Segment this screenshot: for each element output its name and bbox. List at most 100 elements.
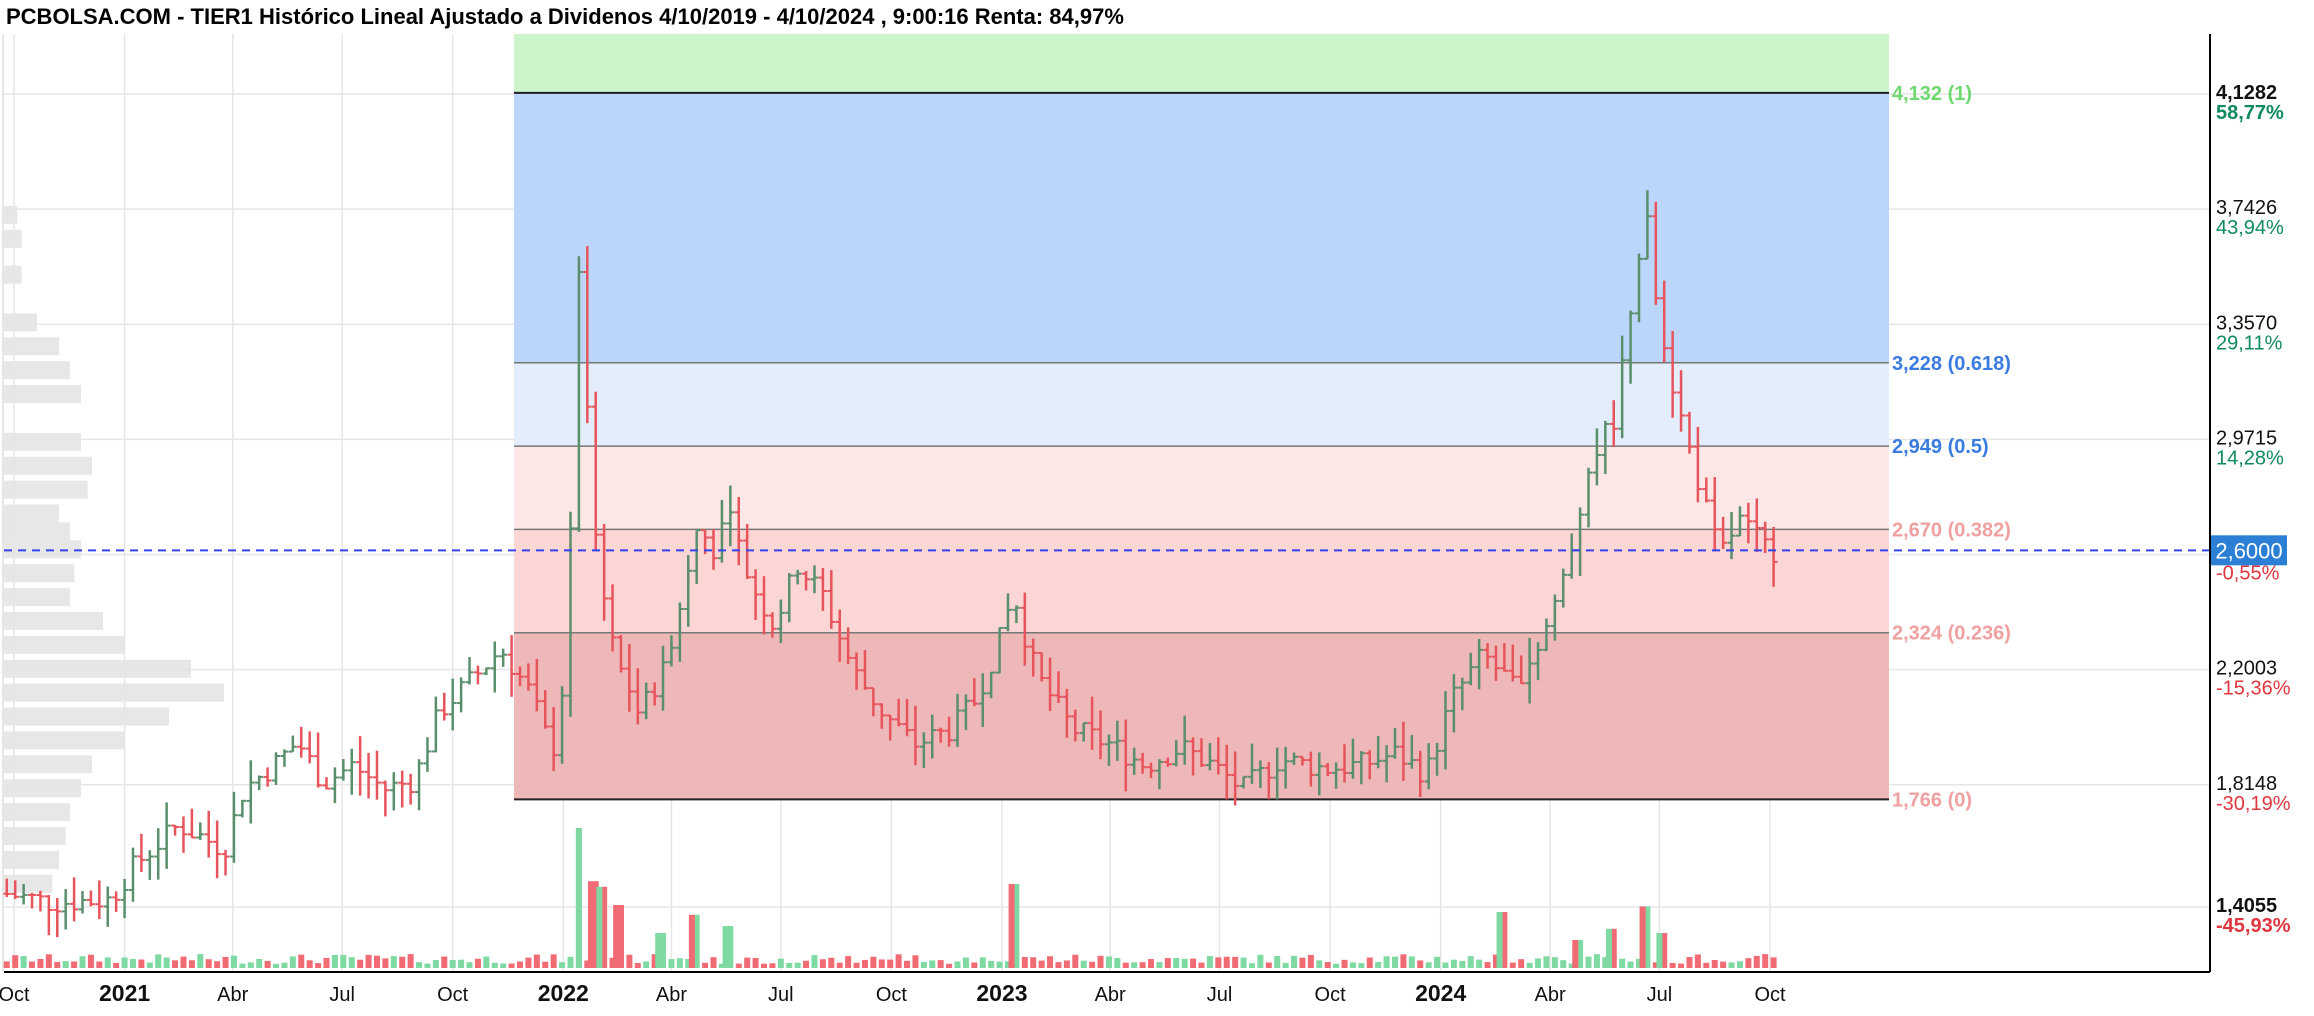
ohlc-bar: [759, 576, 768, 635]
volume-bar: [1097, 955, 1104, 968]
volume-bar: [222, 956, 229, 968]
volume-bar: [1375, 961, 1382, 968]
x-tick-label: Abr: [656, 984, 687, 1006]
volume-bar: [155, 954, 162, 968]
ohlc-bar: [549, 707, 558, 771]
ohlc-bar: [1247, 743, 1256, 784]
ohlc-bar: [1096, 710, 1105, 760]
ohlc-bar: [431, 696, 440, 753]
ohlc-bar: [734, 496, 743, 566]
ohlc-bar: [1433, 742, 1442, 776]
volume-bar: [920, 962, 927, 968]
ohlc-bar: [297, 726, 306, 758]
ohlc-bar: [1475, 639, 1484, 690]
volume-bar: [1265, 962, 1272, 968]
ohlc-bar: [1382, 745, 1391, 783]
ohlc-bar: [78, 891, 87, 914]
ohlc-bar: [1256, 760, 1265, 788]
volume-bar: [138, 959, 145, 968]
ohlc-bar: [1290, 752, 1299, 765]
volume-bar: [1526, 962, 1533, 968]
volume-profile-bar: [4, 456, 92, 475]
volume-profile-bar: [4, 755, 92, 774]
volume-bar: [870, 956, 877, 968]
ohlc-bar: [1374, 736, 1383, 769]
volume-bar: [1282, 962, 1289, 968]
volume-bar: [1349, 962, 1356, 968]
volume-bar: [306, 960, 313, 968]
ohlc-bar: [970, 678, 979, 707]
volume-bar: [1013, 884, 1020, 968]
y-price-label: 4,1282: [2216, 82, 2277, 104]
volume-bar: [1686, 957, 1693, 968]
ohlc-bar: [953, 693, 962, 747]
volume-spike-bar: [1605, 928, 1612, 968]
volume-bar: [1333, 963, 1340, 968]
volume-profile-bar: [4, 540, 81, 559]
ohlc-bar: [1407, 735, 1416, 769]
ohlc-bar: [1660, 280, 1669, 363]
volume-bar: [264, 960, 271, 968]
ohlc-bar: [1273, 747, 1282, 800]
volume-bar: [550, 954, 557, 968]
volume-bar: [760, 963, 767, 968]
ohlc-bar: [945, 716, 954, 747]
volume-bar: [996, 961, 1003, 968]
y-pct-label: -45,93%: [2216, 915, 2291, 937]
volume-bar: [1467, 956, 1474, 968]
volume-bar: [710, 957, 717, 968]
volume-bar: [1585, 956, 1592, 968]
x-tick-label: Jul: [1647, 984, 1673, 1006]
ohlc-bar: [978, 673, 987, 727]
ohlc-bar: [1348, 738, 1357, 779]
ohlc-bar: [1054, 671, 1063, 703]
volume-profile-bar: [4, 480, 88, 499]
ohlc-bar: [1365, 750, 1374, 780]
volume-bar: [180, 956, 187, 968]
volume-bar: [1324, 962, 1331, 968]
volume-bar: [1063, 960, 1070, 968]
fib-level-label: 1,766 (0): [1892, 789, 1972, 811]
ohlc-bar: [768, 612, 777, 638]
ohlc-bar: [1180, 715, 1189, 765]
volume-bar: [12, 955, 19, 968]
x-tick-label: Oct: [876, 984, 908, 1006]
volume-bar: [382, 958, 389, 968]
volume-bar: [1366, 957, 1373, 968]
ohlc-bar: [1458, 677, 1467, 711]
volume-bar: [1492, 954, 1499, 968]
volume-bar: [1627, 961, 1634, 968]
ohlc-bar: [844, 627, 853, 664]
volume-bar: [601, 886, 608, 968]
volume-bar: [1198, 962, 1205, 968]
volume-bar: [205, 959, 212, 968]
volume-bar: [458, 959, 465, 968]
chart-title: PCBOLSA.COM - TIER1 Histórico Lineal Aju…: [6, 4, 1124, 29]
volume-bar: [777, 958, 784, 968]
ohlc-bar: [1357, 751, 1366, 785]
volume-bar: [146, 962, 153, 968]
ohlc-bar: [1130, 747, 1139, 775]
ohlc-bar: [28, 892, 37, 909]
volume-bar: [416, 962, 423, 968]
volume-spike-bar: [596, 886, 603, 968]
ohlc-bar: [1517, 655, 1526, 685]
volume-bar: [54, 961, 61, 968]
volume-bar: [113, 962, 120, 968]
volume-bar: [702, 962, 709, 968]
x-tick-label: Jul: [768, 984, 794, 1006]
volume-bar: [1114, 957, 1121, 968]
volume-bar: [357, 959, 364, 968]
ohlc-bar: [204, 810, 213, 858]
volume-bar: [971, 962, 978, 968]
ohlc-bar: [255, 775, 264, 791]
ohlc-bar: [70, 877, 79, 922]
fib-level-label: 3,228 (0.618): [1892, 353, 2011, 375]
ohlc-bar: [179, 816, 188, 853]
ohlc-bar: [1525, 637, 1534, 704]
volume-bar: [1669, 962, 1676, 968]
volume-bar: [491, 962, 498, 968]
volume-bar: [1417, 960, 1424, 968]
x-tick-label: 2023: [976, 980, 1027, 1006]
volume-bar: [542, 961, 549, 968]
